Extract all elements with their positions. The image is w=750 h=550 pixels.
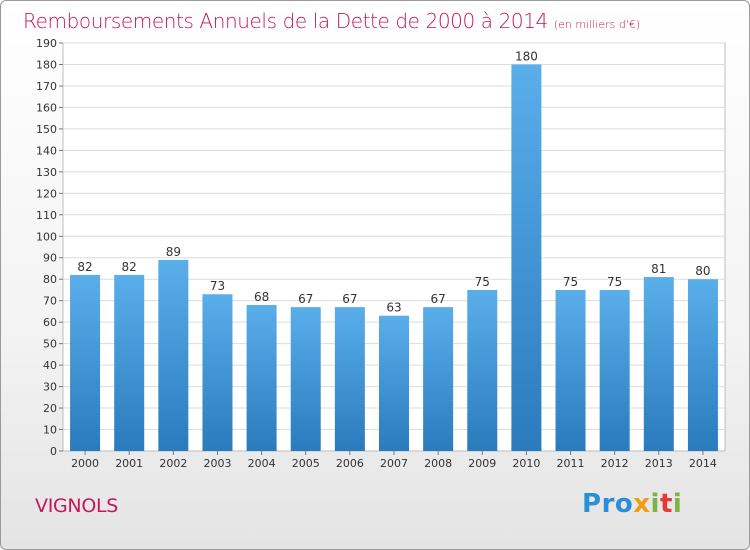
y-tick-label: 20 <box>43 402 57 415</box>
bar <box>379 315 409 451</box>
bar-value-label: 73 <box>210 279 225 293</box>
bar <box>555 289 586 451</box>
logo-letter: P <box>582 489 602 519</box>
y-tick-label: 180 <box>36 58 57 71</box>
x-tick-label: 2001 <box>115 457 143 470</box>
y-tick-label: 120 <box>36 187 57 200</box>
x-tick-label: 2008 <box>424 457 452 470</box>
y-tick-label: 70 <box>43 295 57 308</box>
bar-value-label: 67 <box>430 292 445 306</box>
y-tick-label: 60 <box>43 316 57 329</box>
bar <box>114 274 145 451</box>
y-tick-label: 140 <box>36 144 57 157</box>
bar <box>70 274 101 451</box>
bar <box>687 279 718 451</box>
y-tick-label: 150 <box>36 123 57 136</box>
logo-letter: x <box>633 489 651 519</box>
chart-subtitle: (en milliers d'€) <box>553 18 641 31</box>
y-tick-label: 10 <box>43 424 57 437</box>
x-tick-label: 2012 <box>601 457 629 470</box>
y-tick-label: 110 <box>36 209 57 222</box>
logo-letter: o <box>614 489 634 519</box>
bar-value-label: 89 <box>166 245 181 259</box>
bar <box>290 307 321 451</box>
x-tick-label: 2007 <box>380 457 408 470</box>
y-tick-label: 160 <box>36 101 57 114</box>
bar-value-label: 180 <box>515 49 538 63</box>
x-tick-label: 2011 <box>557 457 585 470</box>
y-tick-label: 0 <box>50 445 57 458</box>
bars: 82 82 89 73 68 67 67 63 67 75 180 75 75 81 80 <box>70 49 718 451</box>
chart-title: Remboursements Annuels de la Dette de 20… <box>23 9 640 33</box>
x-tick-label: 2014 <box>689 457 717 470</box>
bar-value-label: 82 <box>77 260 92 274</box>
logo-letter: t <box>659 489 673 519</box>
logo-letter: i <box>650 489 660 519</box>
bar-value-label: 80 <box>695 264 710 278</box>
bar-value-label: 75 <box>607 275 622 289</box>
x-tick-label: 2005 <box>292 457 320 470</box>
bar <box>158 259 189 451</box>
chart-title-text: Remboursements Annuels de la Dette de 20… <box>23 9 548 33</box>
logo-letter: r <box>601 489 615 519</box>
y-tick-label: 190 <box>36 37 57 50</box>
bar-value-label: 67 <box>342 292 357 306</box>
y-tick-label: 40 <box>43 359 57 372</box>
bar-value-label: 82 <box>122 260 137 274</box>
bar <box>599 289 630 451</box>
x-tick-label: 2010 <box>512 457 540 470</box>
proxiti-logo[interactable]: Proxiti <box>582 489 682 519</box>
x-tick-label: 2003 <box>203 457 231 470</box>
bar-value-label: 63 <box>386 301 401 315</box>
commune-name: VIGNOLS <box>35 495 119 517</box>
y-tick-label: 170 <box>36 80 57 93</box>
bar-value-label: 81 <box>651 262 666 276</box>
x-tick-label: 2000 <box>71 457 99 470</box>
bar-value-label: 68 <box>254 290 269 304</box>
y-tick-label: 50 <box>43 338 57 351</box>
bar <box>246 304 277 451</box>
bar-value-label: 75 <box>563 275 578 289</box>
bar <box>334 307 365 451</box>
bar-value-label: 75 <box>475 275 490 289</box>
x-tick-label: 2004 <box>248 457 276 470</box>
y-tick-label: 130 <box>36 166 57 179</box>
x-axis: 2000 2001 2002 2003 2004 2005 2006 2007 2008 2009… <box>71 451 717 470</box>
y-axis: 0 10 20 30 40 50 60 70 80 90 100 110 120 130 140 150 160… <box>36 37 63 458</box>
y-tick-label: 30 <box>43 381 57 394</box>
y-tick-label: 80 <box>43 273 57 286</box>
logo-letter: i <box>672 489 683 519</box>
bar-value-label: 67 <box>298 292 313 306</box>
bar <box>423 307 454 451</box>
bar <box>467 289 498 451</box>
bar <box>511 64 542 451</box>
x-tick-label: 2002 <box>159 457 187 470</box>
x-tick-label: 2006 <box>336 457 364 470</box>
x-tick-label: 2013 <box>645 457 673 470</box>
y-tick-label: 100 <box>36 230 57 243</box>
x-tick-label: 2009 <box>468 457 496 470</box>
bar <box>643 277 674 451</box>
y-tick-label: 90 <box>43 252 57 265</box>
bar <box>202 294 233 451</box>
